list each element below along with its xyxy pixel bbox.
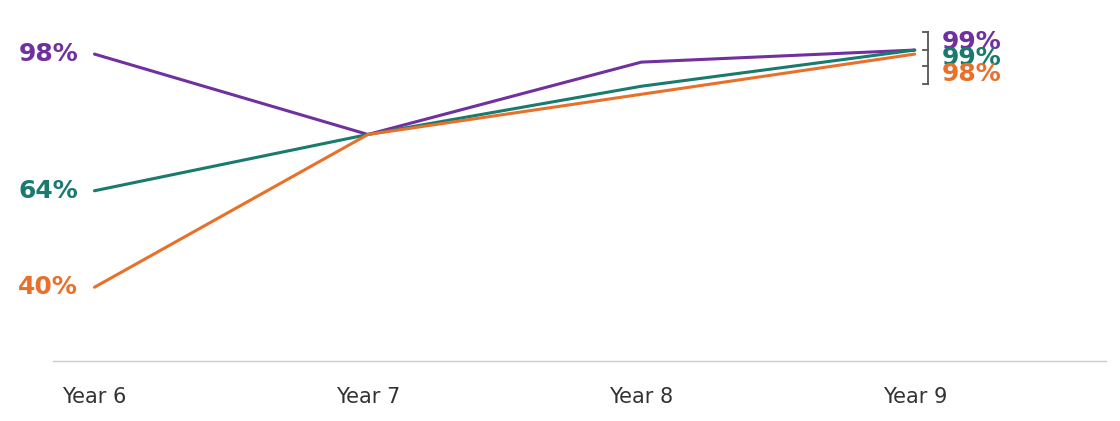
Text: 98%: 98% xyxy=(942,62,1001,86)
Text: 40%: 40% xyxy=(18,275,78,299)
Text: 98%: 98% xyxy=(18,42,78,66)
Text: 64%: 64% xyxy=(18,179,78,203)
Text: 99%: 99% xyxy=(942,30,1001,54)
Text: 99%: 99% xyxy=(942,46,1001,70)
